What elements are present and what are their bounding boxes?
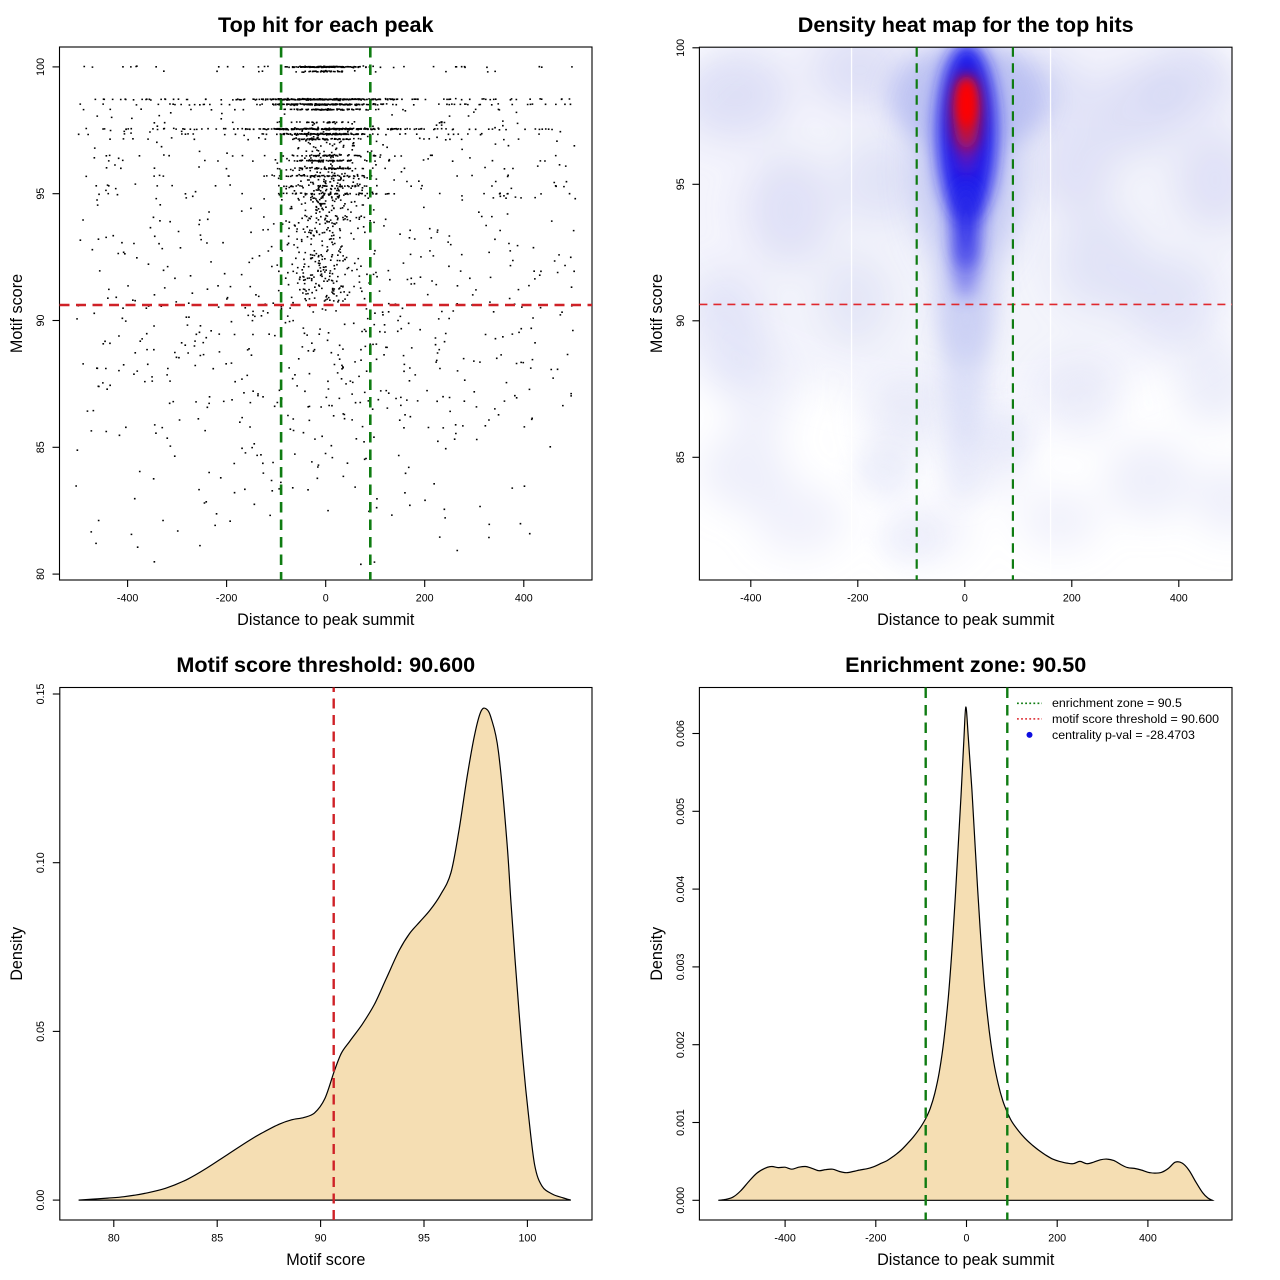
svg-text:0.15: 0.15 bbox=[35, 684, 47, 705]
svg-text:0.00: 0.00 bbox=[35, 1190, 47, 1211]
svg-text:-200: -200 bbox=[216, 593, 237, 605]
svg-text:95: 95 bbox=[418, 1233, 430, 1245]
svg-text:0.003: 0.003 bbox=[675, 953, 687, 980]
svg-text:400: 400 bbox=[1139, 1233, 1157, 1245]
svg-text:-400: -400 bbox=[774, 1233, 795, 1245]
svg-text:80: 80 bbox=[108, 1233, 120, 1245]
svg-text:400: 400 bbox=[1170, 593, 1188, 605]
svg-text:-400: -400 bbox=[117, 593, 138, 605]
svg-text:100: 100 bbox=[518, 1233, 536, 1245]
svg-text:0.05: 0.05 bbox=[35, 1021, 47, 1042]
svg-text:enrichment zone = 90.5: enrichment zone = 90.5 bbox=[1052, 696, 1182, 710]
svg-text:0.004: 0.004 bbox=[675, 876, 687, 903]
svg-text:Distance to peak summit: Distance to peak summit bbox=[877, 611, 1055, 629]
svg-text:Motif score: Motif score bbox=[648, 274, 666, 353]
svg-text:Density: Density bbox=[8, 926, 26, 981]
svg-text:0.001: 0.001 bbox=[675, 1109, 687, 1136]
svg-text:Top hit for each peak: Top hit for each peak bbox=[218, 12, 435, 37]
svg-text:centrality p-val = -28.4703: centrality p-val = -28.4703 bbox=[1052, 728, 1195, 742]
svg-text:0.006: 0.006 bbox=[675, 720, 687, 747]
svg-text:90: 90 bbox=[675, 315, 687, 327]
svg-text:95: 95 bbox=[35, 188, 47, 200]
svg-text:90: 90 bbox=[35, 315, 47, 327]
svg-text:85: 85 bbox=[35, 441, 47, 453]
svg-text:95: 95 bbox=[675, 178, 687, 190]
svg-text:0.002: 0.002 bbox=[675, 1031, 687, 1058]
svg-text:90: 90 bbox=[315, 1233, 327, 1245]
svg-text:Motif score: Motif score bbox=[8, 274, 26, 353]
svg-text:-200: -200 bbox=[865, 1233, 886, 1245]
svg-text:-200: -200 bbox=[847, 593, 868, 605]
svg-text:85: 85 bbox=[675, 451, 687, 463]
svg-text:0.10: 0.10 bbox=[35, 852, 47, 873]
svg-text:100: 100 bbox=[675, 39, 687, 57]
svg-text:200: 200 bbox=[1048, 1233, 1066, 1245]
svg-text:100: 100 bbox=[35, 58, 47, 76]
svg-text:0.005: 0.005 bbox=[675, 798, 687, 825]
svg-text:0: 0 bbox=[962, 593, 968, 605]
svg-text:Density heat map for the top h: Density heat map for the top hits bbox=[798, 12, 1134, 37]
svg-text:motif score threshold = 90.600: motif score threshold = 90.600 bbox=[1052, 712, 1219, 726]
svg-text:Distance to peak summit: Distance to peak summit bbox=[237, 611, 415, 629]
svg-text:Motif score threshold: 90.600: Motif score threshold: 90.600 bbox=[176, 652, 475, 677]
svg-text:400: 400 bbox=[515, 593, 533, 605]
svg-text:80: 80 bbox=[35, 568, 47, 580]
svg-text:0.000: 0.000 bbox=[675, 1187, 687, 1214]
svg-text:200: 200 bbox=[1063, 593, 1081, 605]
svg-text:0: 0 bbox=[964, 1233, 970, 1245]
svg-text:Motif score: Motif score bbox=[286, 1251, 365, 1269]
svg-text:200: 200 bbox=[416, 593, 434, 605]
svg-text:85: 85 bbox=[211, 1233, 223, 1245]
svg-text:-400: -400 bbox=[740, 593, 761, 605]
svg-text:Density: Density bbox=[648, 926, 666, 981]
svg-text:0: 0 bbox=[323, 593, 329, 605]
svg-text:Enrichment zone: 90.50: Enrichment zone: 90.50 bbox=[845, 652, 1086, 677]
svg-text:Distance to peak summit: Distance to peak summit bbox=[877, 1251, 1055, 1269]
